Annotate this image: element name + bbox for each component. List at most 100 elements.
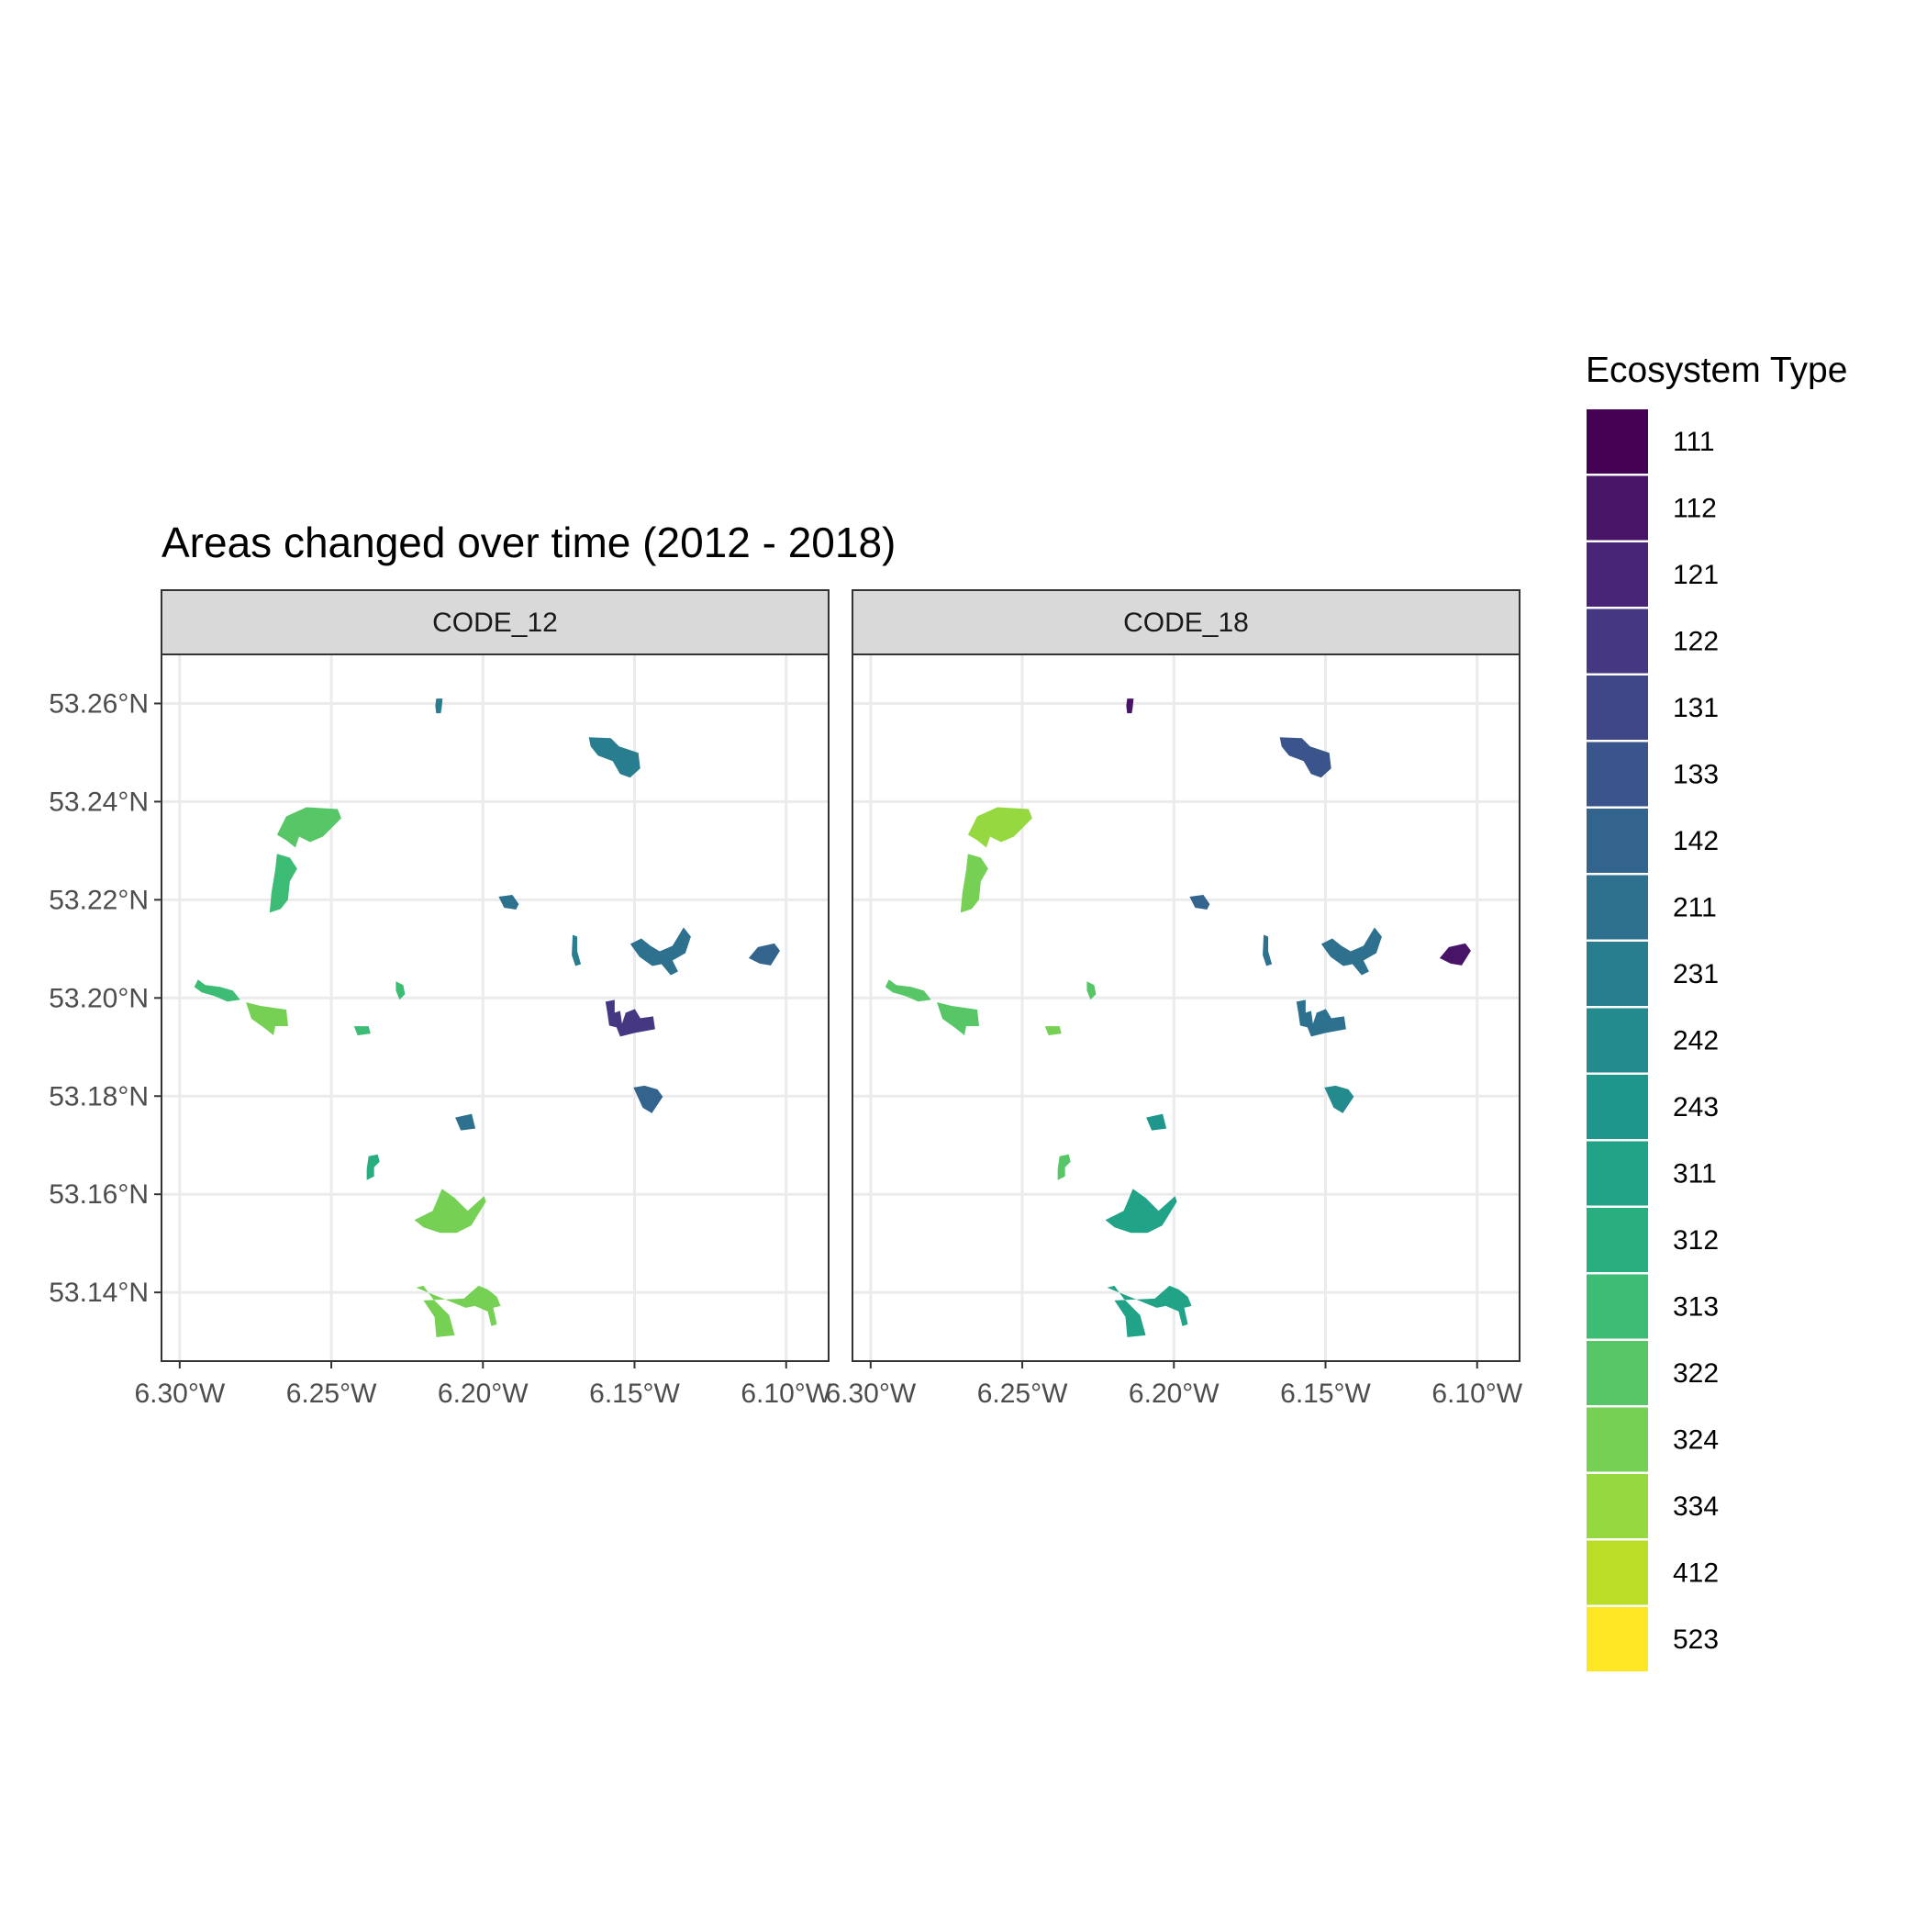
legend-label-324: 324 bbox=[1673, 1425, 1719, 1456]
area-polygon-324 bbox=[416, 1285, 501, 1337]
area-polygon-313 bbox=[194, 979, 240, 1002]
legend-label-121: 121 bbox=[1673, 560, 1719, 590]
x-tick-label: 6.15°W bbox=[1280, 1379, 1371, 1409]
panel-code-18: CODE_18 6.30°W 6.25°W 6.20°W 6.15°W 6.10°W bbox=[825, 589, 1523, 1409]
x-tick-label: 6.15°W bbox=[589, 1379, 680, 1409]
area-polygon-211 bbox=[1263, 934, 1273, 966]
x-tick-label: 6.30°W bbox=[134, 1379, 225, 1409]
panel-strip-label: CODE_18 bbox=[1123, 608, 1249, 638]
x-tick-label: 6.25°W bbox=[286, 1379, 377, 1409]
panel-strip-label: CODE_12 bbox=[432, 608, 558, 638]
legend-label-133: 133 bbox=[1673, 760, 1719, 790]
area-polygon-322 bbox=[1057, 1154, 1071, 1180]
area-polygon-242 bbox=[1324, 1085, 1354, 1113]
area-polygon-142 bbox=[1189, 895, 1210, 910]
y-tick-label: 53.26°N bbox=[49, 688, 149, 719]
area-polygon-231 bbox=[435, 698, 443, 714]
panel-code-12: CODE_12 6.30°W 6.25°W 6.20°W 6.15°W 6.10°W 5… bbox=[49, 589, 832, 1409]
area-polygon-211 bbox=[629, 927, 691, 976]
legend-swatch-243 bbox=[1587, 1075, 1648, 1139]
area-polygon-311 bbox=[1107, 1285, 1192, 1337]
area-polygon-231 bbox=[572, 934, 582, 966]
legend-label-312: 312 bbox=[1673, 1225, 1719, 1256]
x-tick-label: 6.30°W bbox=[825, 1379, 916, 1409]
legend-swatch-242 bbox=[1587, 1008, 1648, 1073]
panel-areas bbox=[885, 698, 1471, 1337]
area-polygon-313 bbox=[269, 854, 297, 913]
legend-label-122: 122 bbox=[1673, 627, 1719, 657]
legend-swatch-111 bbox=[1587, 409, 1648, 474]
area-polygon-133 bbox=[1279, 737, 1331, 778]
figure-title: Areas changed over time (2012 - 2018) bbox=[162, 519, 896, 566]
area-polygon-211 bbox=[1320, 927, 1382, 976]
area-polygon-243 bbox=[1146, 1113, 1167, 1131]
legend-swatch-142 bbox=[1587, 809, 1648, 873]
area-polygon-311 bbox=[1105, 1189, 1177, 1234]
legend-title: Ecosystem Type bbox=[1586, 351, 1847, 390]
legend-label-334: 334 bbox=[1673, 1491, 1719, 1522]
legend-swatch-211 bbox=[1587, 875, 1648, 940]
legend-swatch-312 bbox=[1587, 1208, 1648, 1272]
area-polygon-142 bbox=[748, 943, 780, 966]
panel-strip bbox=[161, 589, 830, 655]
legend-swatch-311 bbox=[1587, 1141, 1648, 1206]
panel-strip bbox=[852, 589, 1520, 655]
x-axis: 6.30°W 6.25°W 6.20°W 6.15°W 6.10°W bbox=[825, 1361, 1523, 1409]
area-polygon-322 bbox=[1086, 981, 1097, 1000]
legend-label-243: 243 bbox=[1673, 1092, 1719, 1122]
legend-swatch-412 bbox=[1587, 1540, 1648, 1605]
x-tick-label: 6.25°W bbox=[977, 1379, 1068, 1409]
area-polygon-324 bbox=[1044, 1026, 1062, 1036]
legend-swatch-523 bbox=[1587, 1607, 1648, 1671]
legend-swatch-324 bbox=[1587, 1407, 1648, 1472]
area-polygon-334 bbox=[967, 807, 1032, 848]
legend-label-322: 322 bbox=[1673, 1358, 1719, 1389]
legend-swatch-133 bbox=[1587, 742, 1648, 807]
x-tick-label: 6.20°W bbox=[1129, 1379, 1220, 1409]
legend-label-231: 231 bbox=[1673, 959, 1719, 989]
legend-swatch-112 bbox=[1587, 475, 1648, 541]
area-polygon-322 bbox=[276, 807, 341, 848]
y-axis: 53.26°N 53.24°N 53.22°N 53.20°N 53.18°N 53.16… bbox=[49, 688, 162, 1308]
legend-swatch-131 bbox=[1587, 676, 1648, 740]
panel-areas bbox=[194, 698, 780, 1337]
y-tick-label: 53.24°N bbox=[49, 787, 149, 817]
legend-swatch-322 bbox=[1587, 1341, 1648, 1405]
legend-label-523: 523 bbox=[1673, 1625, 1719, 1655]
x-axis: 6.30°W 6.25°W 6.20°W 6.15°W 6.10°W bbox=[134, 1361, 832, 1409]
legend-swatch-231 bbox=[1587, 942, 1648, 1006]
area-polygon-312 bbox=[366, 1154, 380, 1180]
area-polygon-324 bbox=[960, 854, 988, 913]
y-tick-label: 53.20°N bbox=[49, 983, 149, 1013]
legend-label-311: 311 bbox=[1673, 1159, 1717, 1189]
legend-swatch-334 bbox=[1587, 1474, 1648, 1538]
legend-swatch-122 bbox=[1587, 609, 1648, 674]
x-tick-label: 6.10°W bbox=[741, 1379, 831, 1409]
panel-grid bbox=[162, 654, 829, 1361]
legend-label-211: 211 bbox=[1673, 893, 1717, 923]
y-tick-label: 53.14°N bbox=[49, 1278, 149, 1308]
area-polygon-142 bbox=[633, 1085, 663, 1113]
y-tick-label: 53.22°N bbox=[49, 885, 149, 915]
area-polygon-112 bbox=[1126, 698, 1134, 714]
area-polygon-122 bbox=[605, 1000, 655, 1037]
area-polygon-322 bbox=[885, 979, 931, 1002]
area-polygon-211 bbox=[498, 895, 519, 910]
area-polygon-211 bbox=[455, 1113, 476, 1131]
area-polygon-313 bbox=[353, 1026, 371, 1036]
legend-label-131: 131 bbox=[1673, 693, 1719, 723]
y-tick-label: 53.16°N bbox=[49, 1179, 149, 1210]
legend-swatch-313 bbox=[1587, 1274, 1648, 1339]
area-polygon-231 bbox=[588, 737, 640, 778]
x-tick-label: 6.10°W bbox=[1431, 1379, 1522, 1409]
legend-label-412: 412 bbox=[1673, 1558, 1719, 1589]
legend-label-242: 242 bbox=[1673, 1026, 1719, 1056]
area-polygon-324 bbox=[246, 1002, 289, 1036]
legend-label-111: 111 bbox=[1673, 427, 1715, 457]
area-polygon-211 bbox=[1296, 1000, 1346, 1037]
area-polygon-324 bbox=[414, 1189, 486, 1234]
legend: Ecosystem Type 111 112 121 122 131 133 142 211 2… bbox=[1586, 351, 1847, 1671]
panel-grid bbox=[852, 654, 1520, 1361]
